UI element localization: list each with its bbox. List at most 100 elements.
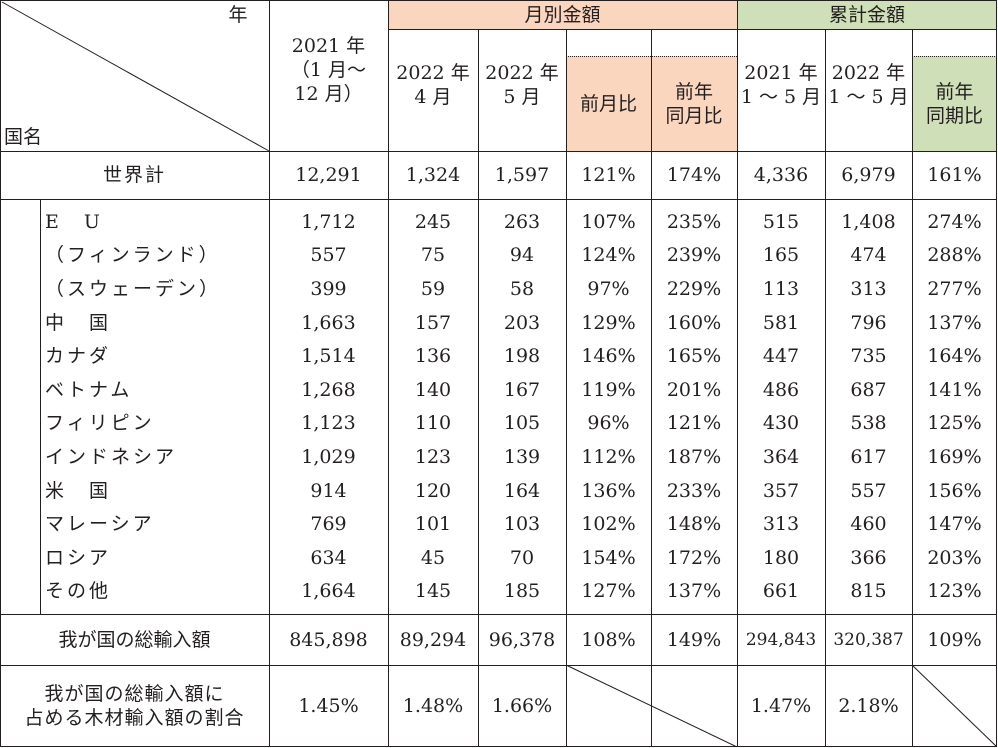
total-imports-value: 320,387 <box>833 629 904 650</box>
dotted-border <box>566 56 737 57</box>
world-total-value: 4,336 <box>753 164 809 186</box>
country-name-text: その他 <box>45 580 112 603</box>
cumulative-ratio-fill <box>912 56 997 151</box>
column-header-2021: 2021 年 （1 月～ 12 月） <box>290 35 367 105</box>
share-value: 1.47% <box>750 695 812 717</box>
dotted-border <box>912 56 997 57</box>
country-name: ロシア <box>45 541 269 575</box>
table-border-bottom <box>0 746 997 747</box>
country-value: 127% <box>581 580 636 603</box>
country-value: 233% <box>666 479 722 502</box>
total-imports-value: 845,898 <box>289 628 368 651</box>
country-value: 474 <box>850 244 887 267</box>
country-indent-line <box>40 199 41 614</box>
country-name: E U <box>45 205 269 239</box>
world-total-value: 174% <box>666 164 722 186</box>
country-value: 164% <box>927 345 982 368</box>
country-value: 141% <box>927 378 982 401</box>
world-total-label: 世界計 <box>102 164 166 186</box>
country-value: 201% <box>666 378 722 401</box>
header-bottom-line <box>0 151 997 152</box>
country-value: 97% <box>587 277 630 300</box>
column-header-cum-yoy: 前年 同期比 <box>925 80 983 127</box>
country-value: 515 <box>762 210 800 233</box>
country-name: マレーシア <box>45 507 269 541</box>
country-value: 274% <box>927 210 982 233</box>
country-value: 123% <box>927 580 982 603</box>
country-value: 1,408 <box>841 210 896 233</box>
country-name-text: （フィンランド） <box>45 244 221 267</box>
country-value: 1,123 <box>301 412 356 435</box>
total-imports-value: 108% <box>581 628 636 651</box>
country-name: 米 国 <box>45 474 269 508</box>
country-value: 167 <box>503 378 541 401</box>
total-imports-value: 149% <box>666 628 722 651</box>
country-value: 581 <box>762 311 800 334</box>
country-name: ベトナム <box>45 373 269 407</box>
country-value: 430 <box>762 412 800 435</box>
country-value: 447 <box>762 345 800 368</box>
share-empty-diagonal <box>911 664 997 747</box>
column-header-2022-apr: 2022 年 4 月 <box>396 62 470 108</box>
country-value: 136% <box>581 479 636 502</box>
country-value: 229% <box>666 277 722 300</box>
country-value: 154% <box>581 546 636 569</box>
share-value: 1.66% <box>491 695 553 717</box>
country-value: 364 <box>762 445 800 468</box>
country-name-text: フィリピン <box>45 412 155 435</box>
header-subgroup-line <box>388 29 997 30</box>
country-value: 1,029 <box>301 445 356 468</box>
country-value: 147% <box>927 513 982 536</box>
country-label: 国名 <box>4 126 43 148</box>
country-value: 538 <box>850 412 887 435</box>
country-value: 198 <box>503 345 541 368</box>
country-value: 165% <box>666 345 722 368</box>
column-header-2022-may: 2022 年 5 月 <box>485 62 559 108</box>
country-value: 148% <box>666 513 722 536</box>
country-value: 124% <box>581 244 636 267</box>
column-line <box>737 0 738 747</box>
country-value: 1,514 <box>301 345 356 368</box>
country-name-text: インドネシア <box>45 445 178 468</box>
world-total-value: 6,979 <box>841 164 896 186</box>
country-value: 45 <box>420 546 446 569</box>
total-row-bottom-line <box>0 665 997 666</box>
country-value: 1,268 <box>301 378 356 401</box>
country-value: 110 <box>414 412 452 435</box>
header-corner-diagonal <box>1 1 270 152</box>
year-label: 年 <box>228 4 248 26</box>
column-line <box>478 29 479 747</box>
table-border-left <box>0 0 1 747</box>
country-value: 96% <box>587 412 630 435</box>
country-value: 313 <box>762 513 800 536</box>
country-value: 263 <box>503 210 541 233</box>
country-name: 中 国 <box>45 306 269 340</box>
country-value: 634 <box>310 546 347 569</box>
country-value: 125% <box>927 412 982 435</box>
country-value: 288% <box>927 244 982 267</box>
countries-bottom-line <box>0 614 997 615</box>
world-row-bottom-line <box>0 199 997 200</box>
country-value: 796 <box>850 311 887 334</box>
country-value: 140 <box>414 378 452 401</box>
country-value: 185 <box>503 580 541 603</box>
country-name-text: 米 国 <box>45 479 112 502</box>
country-value: 129% <box>581 311 636 334</box>
country-value: 145 <box>414 580 452 603</box>
country-name: フィリピン <box>45 407 269 441</box>
share-label: 我が国の総輸入額に 占める木材輸入額の割合 <box>24 683 245 729</box>
country-value: 75 <box>420 244 446 267</box>
country-value: 136 <box>414 345 452 368</box>
total-imports-value: 96,378 <box>488 628 556 651</box>
country-name-text: マレーシア <box>45 513 155 536</box>
share-empty-diagonal <box>565 664 738 747</box>
country-value: 366 <box>850 546 887 569</box>
monthly-group-header: 月別金額 <box>524 3 601 26</box>
country-value: 156% <box>927 479 982 502</box>
country-value: 239% <box>666 244 722 267</box>
country-value: 160% <box>666 311 722 334</box>
country-name-text: （スウェーデン） <box>45 277 222 300</box>
cumulative-group-header: 累計金額 <box>828 3 905 26</box>
